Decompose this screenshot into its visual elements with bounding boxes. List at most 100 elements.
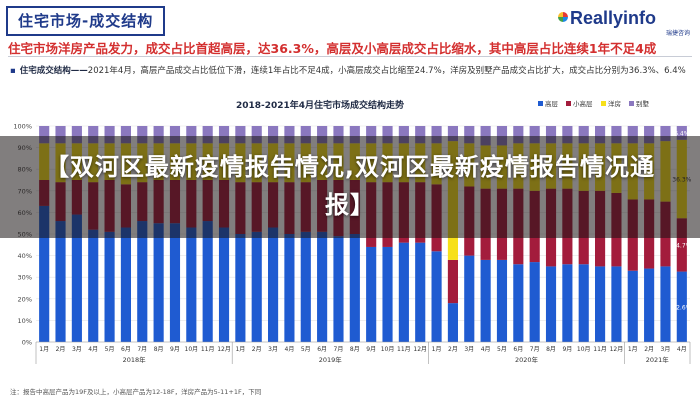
bar-segment [268, 126, 279, 144]
legend-label: 洋房 [608, 99, 621, 108]
legend-label: 别墅 [636, 99, 650, 108]
bar-segment [268, 227, 279, 342]
x-tick-label: 8月 [546, 346, 556, 353]
bar-segment [169, 223, 181, 342]
summary-text: 2021年4月，高层产品成交占比低位下滑，连续1年占比不足4成，小高层成交占比缩… [87, 66, 686, 76]
divider [8, 56, 692, 57]
bar-segment [186, 126, 197, 144]
y-tick-label: 10% [18, 317, 32, 325]
bar-segment [251, 231, 262, 342]
bar-segment [627, 126, 638, 144]
legend-swatch [566, 101, 571, 106]
bar-segment [137, 126, 148, 144]
bar-segment [545, 266, 557, 342]
bar-segment [169, 126, 181, 144]
data-label: 24.7% [672, 242, 691, 249]
bar-segment [137, 221, 148, 342]
x-tick-label: 5月 [301, 346, 311, 353]
y-tick-label: 0% [22, 339, 32, 347]
bar-segment [676, 218, 687, 272]
bar-segment [71, 214, 82, 342]
bar-segment [660, 266, 671, 342]
bar-segment [595, 266, 606, 342]
summary: ▪ 住宅成交结构——2021年4月，高层产品成交占比低位下滑，连续1年占比不足4成… [10, 64, 690, 79]
bar-segment [317, 231, 328, 342]
x-tick-label: 3月 [268, 346, 278, 353]
x-tick-label: 4月 [677, 346, 687, 353]
x-tick-label: 7月 [137, 346, 147, 353]
banner-text: 【双河区最新疫情报告情况,双河区最新疫情报告情况通报】 [44, 153, 656, 219]
bar-segment [39, 205, 50, 342]
y-tick-label: 100% [13, 123, 32, 131]
bar-segment [333, 236, 344, 342]
x-tick-label: 6月 [121, 346, 131, 353]
bar-segment [644, 126, 655, 144]
legend-label: 高层 [545, 99, 559, 108]
y-tick-label: 20% [18, 295, 32, 303]
x-tick-label: 12月 [610, 346, 624, 353]
x-tick-label: 10月 [185, 346, 199, 353]
year-label: 2020年 [515, 355, 539, 364]
bar-segment [513, 264, 524, 342]
bar-segment [480, 126, 491, 146]
bar-segment [120, 126, 131, 144]
data-label: 32.6% [672, 304, 691, 311]
bar-segment [496, 259, 508, 342]
x-tick-label: 10月 [381, 346, 395, 353]
x-tick-label: 6月 [317, 346, 327, 353]
legend-swatch [629, 101, 634, 106]
legend-swatch [538, 101, 543, 106]
bar-segment [578, 264, 589, 342]
bar-segment [398, 126, 409, 144]
bar-segment [235, 234, 246, 342]
x-tick-label: 3月 [661, 346, 671, 353]
bar-segment [153, 126, 164, 144]
x-tick-label: 2月 [644, 346, 654, 353]
bar-segment [676, 126, 687, 140]
bar-segment [382, 246, 393, 342]
x-tick-label: 2月 [56, 346, 66, 353]
x-tick-label: 2月 [448, 346, 458, 353]
x-tick-label: 11月 [593, 346, 607, 353]
bar-segment [676, 271, 687, 342]
y-tick-label: 30% [18, 274, 32, 282]
x-tick-label: 4月 [285, 346, 295, 353]
x-tick-label: 3月 [464, 346, 474, 353]
bar-segment [202, 126, 213, 144]
x-tick-label: 9月 [562, 346, 572, 353]
bar-segment [55, 221, 66, 342]
bar-segment [480, 259, 491, 342]
bar-segment [464, 126, 475, 144]
bar-segment [562, 126, 573, 144]
x-tick-label: 9月 [366, 346, 376, 353]
bar-segment [611, 266, 622, 342]
bar-segment [300, 231, 311, 342]
bar-segment [71, 126, 82, 144]
bar-segment [55, 126, 66, 144]
bar-segment [284, 126, 295, 144]
bar-segment [611, 126, 622, 144]
bar-segment [447, 303, 458, 342]
bar-segment [88, 229, 99, 342]
bar-segment [627, 270, 638, 342]
x-tick-label: 10月 [577, 346, 591, 353]
bar-segment [218, 227, 230, 342]
x-tick-label: 5月 [105, 346, 115, 353]
bar-segment [562, 264, 573, 342]
x-tick-label: 1月 [628, 346, 638, 353]
x-tick-label: 12月 [413, 346, 427, 353]
bar-segment [349, 234, 360, 342]
x-tick-label: 7月 [530, 346, 540, 353]
x-tick-label: 8月 [350, 346, 360, 353]
bar-segment [366, 126, 377, 144]
bar-segment [513, 126, 524, 144]
bar-segment [300, 126, 311, 144]
bar-segment [415, 242, 426, 342]
bar-segment [660, 126, 671, 142]
footnote: 注：报告中高层产品为19F及以上，小高层产品为12-18F，洋房产品为5-11+… [10, 388, 262, 396]
x-tick-label: 8月 [154, 346, 164, 353]
bar-segment [415, 126, 426, 144]
year-label: 2019年 [319, 355, 343, 364]
legend-label: 小高层 [573, 99, 593, 108]
bar-segment [153, 223, 164, 342]
